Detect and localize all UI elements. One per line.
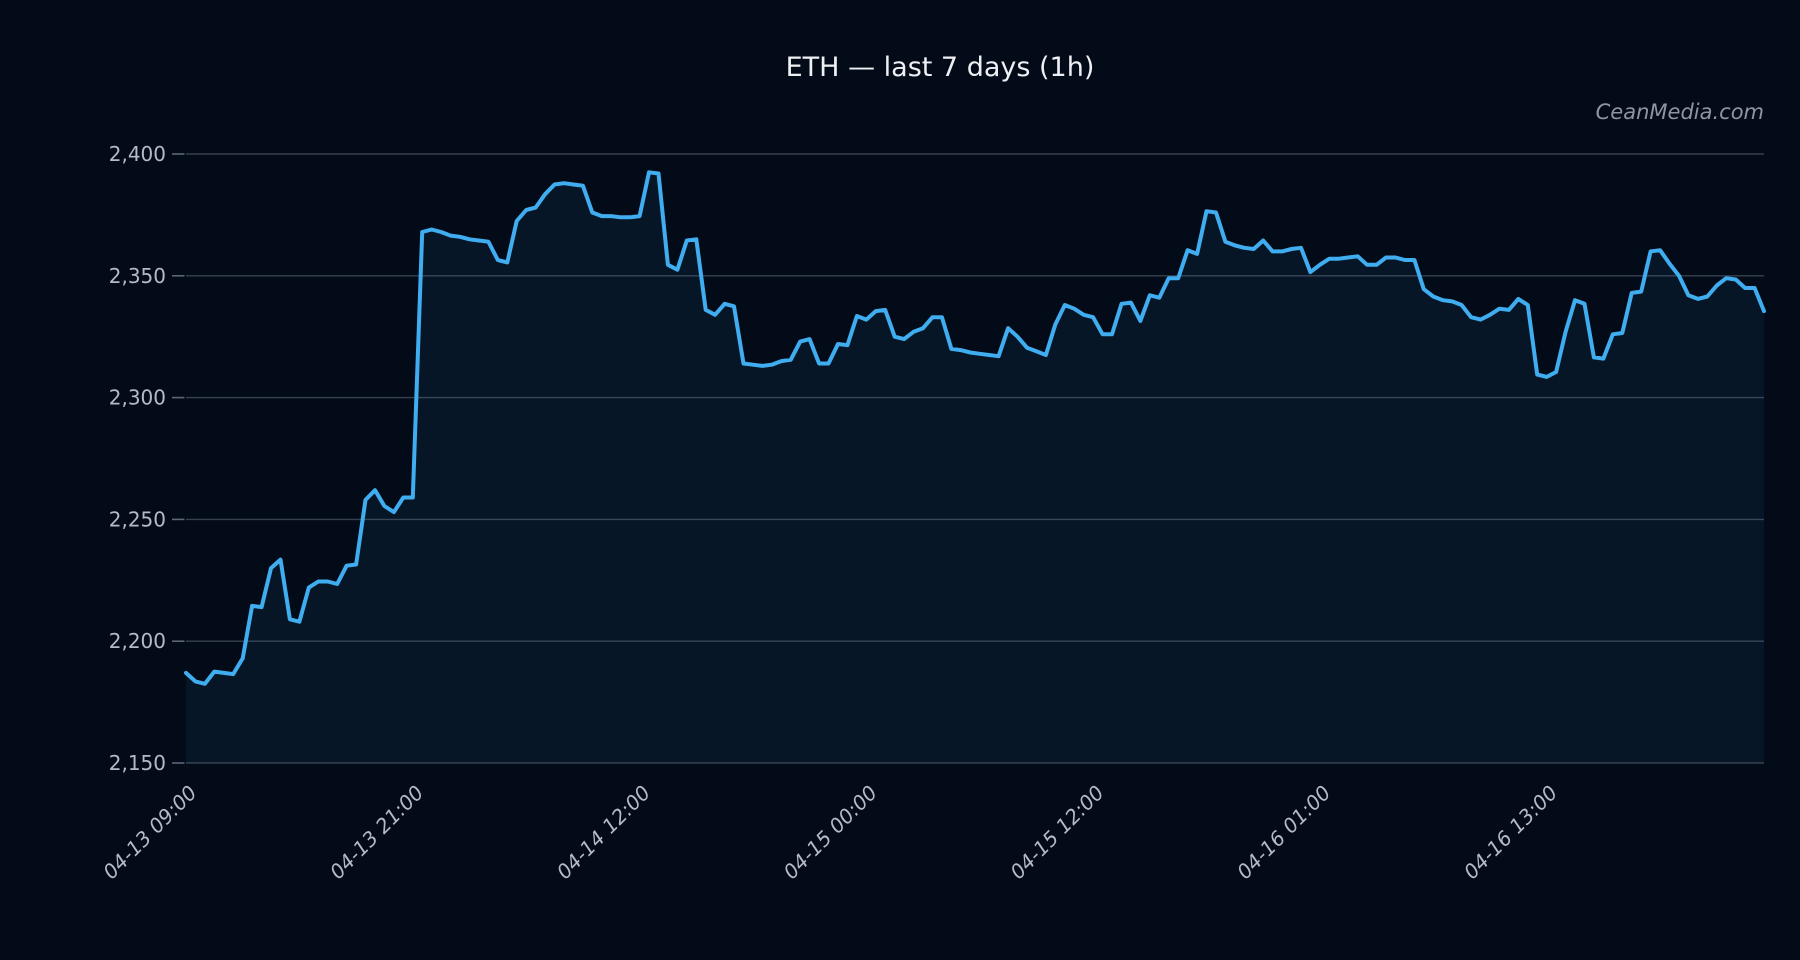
price-area-fill: [186, 172, 1764, 764]
chart-title: ETH — last 7 days (1h): [786, 52, 1095, 83]
price-line-layer: [184, 170, 1766, 686]
y-tick-label: 2,350: [109, 264, 166, 288]
y-tick-label: 2,150: [109, 751, 166, 775]
gridline-layer: [172, 153, 1764, 764]
area-fill-layer: [186, 172, 1764, 764]
y-tick-label: 2,250: [109, 507, 166, 531]
y-tick-label: 2,200: [109, 629, 166, 653]
y-axis-tick-labels: 2,150 2,200 2,250 2,300 2,350 2,400: [109, 142, 166, 775]
watermark: CeanMedia.com: [1596, 100, 1764, 124]
y-tick-label: 2,400: [109, 142, 166, 166]
price-line: [184, 170, 1766, 686]
y-tick-label: 2,300: [109, 386, 166, 410]
